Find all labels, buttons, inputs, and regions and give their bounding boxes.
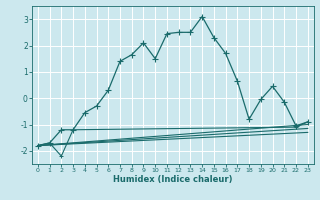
X-axis label: Humidex (Indice chaleur): Humidex (Indice chaleur) xyxy=(113,175,233,184)
